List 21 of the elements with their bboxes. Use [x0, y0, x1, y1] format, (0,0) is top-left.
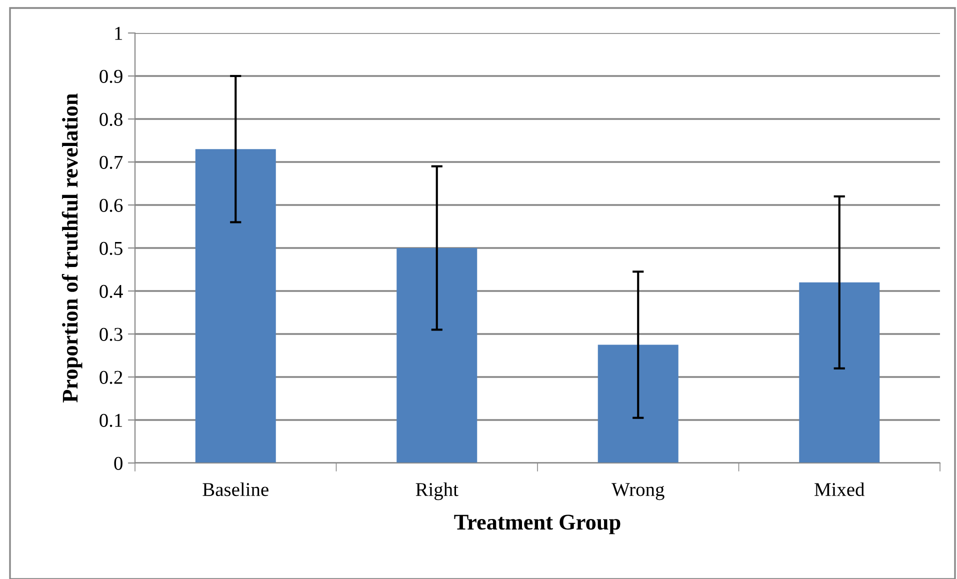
- y-tick-label: 0.4: [100, 284, 123, 298]
- y-tick-label: 0.8: [100, 112, 122, 126]
- x-tick-label: Mixed: [814, 482, 865, 496]
- bar: [396, 248, 478, 463]
- y-tick-label: 0.7: [100, 156, 123, 170]
- y-tick-label: 0: [114, 456, 122, 470]
- y-axis-title: Proportion of truthful revelation: [62, 93, 82, 402]
- y-tick-label: 0.9: [100, 70, 122, 84]
- x-tick-label: Wrong: [612, 483, 664, 500]
- x-tick-label: Right: [416, 482, 458, 500]
- bar: [799, 282, 880, 463]
- y-tick-label: 0.2: [100, 370, 122, 384]
- x-tick-label: Baseline: [202, 482, 268, 496]
- bar: [195, 149, 276, 463]
- y-tick-label: 0.5: [100, 242, 122, 256]
- bar: [598, 344, 678, 463]
- y-tick-label: 0.1: [100, 414, 122, 428]
- y-tick-label: 0.3: [100, 328, 122, 342]
- y-tick-label: 1: [115, 26, 122, 40]
- y-tick-label: 0.6: [100, 198, 123, 212]
- x-axis-title: Treatment Group: [454, 514, 620, 534]
